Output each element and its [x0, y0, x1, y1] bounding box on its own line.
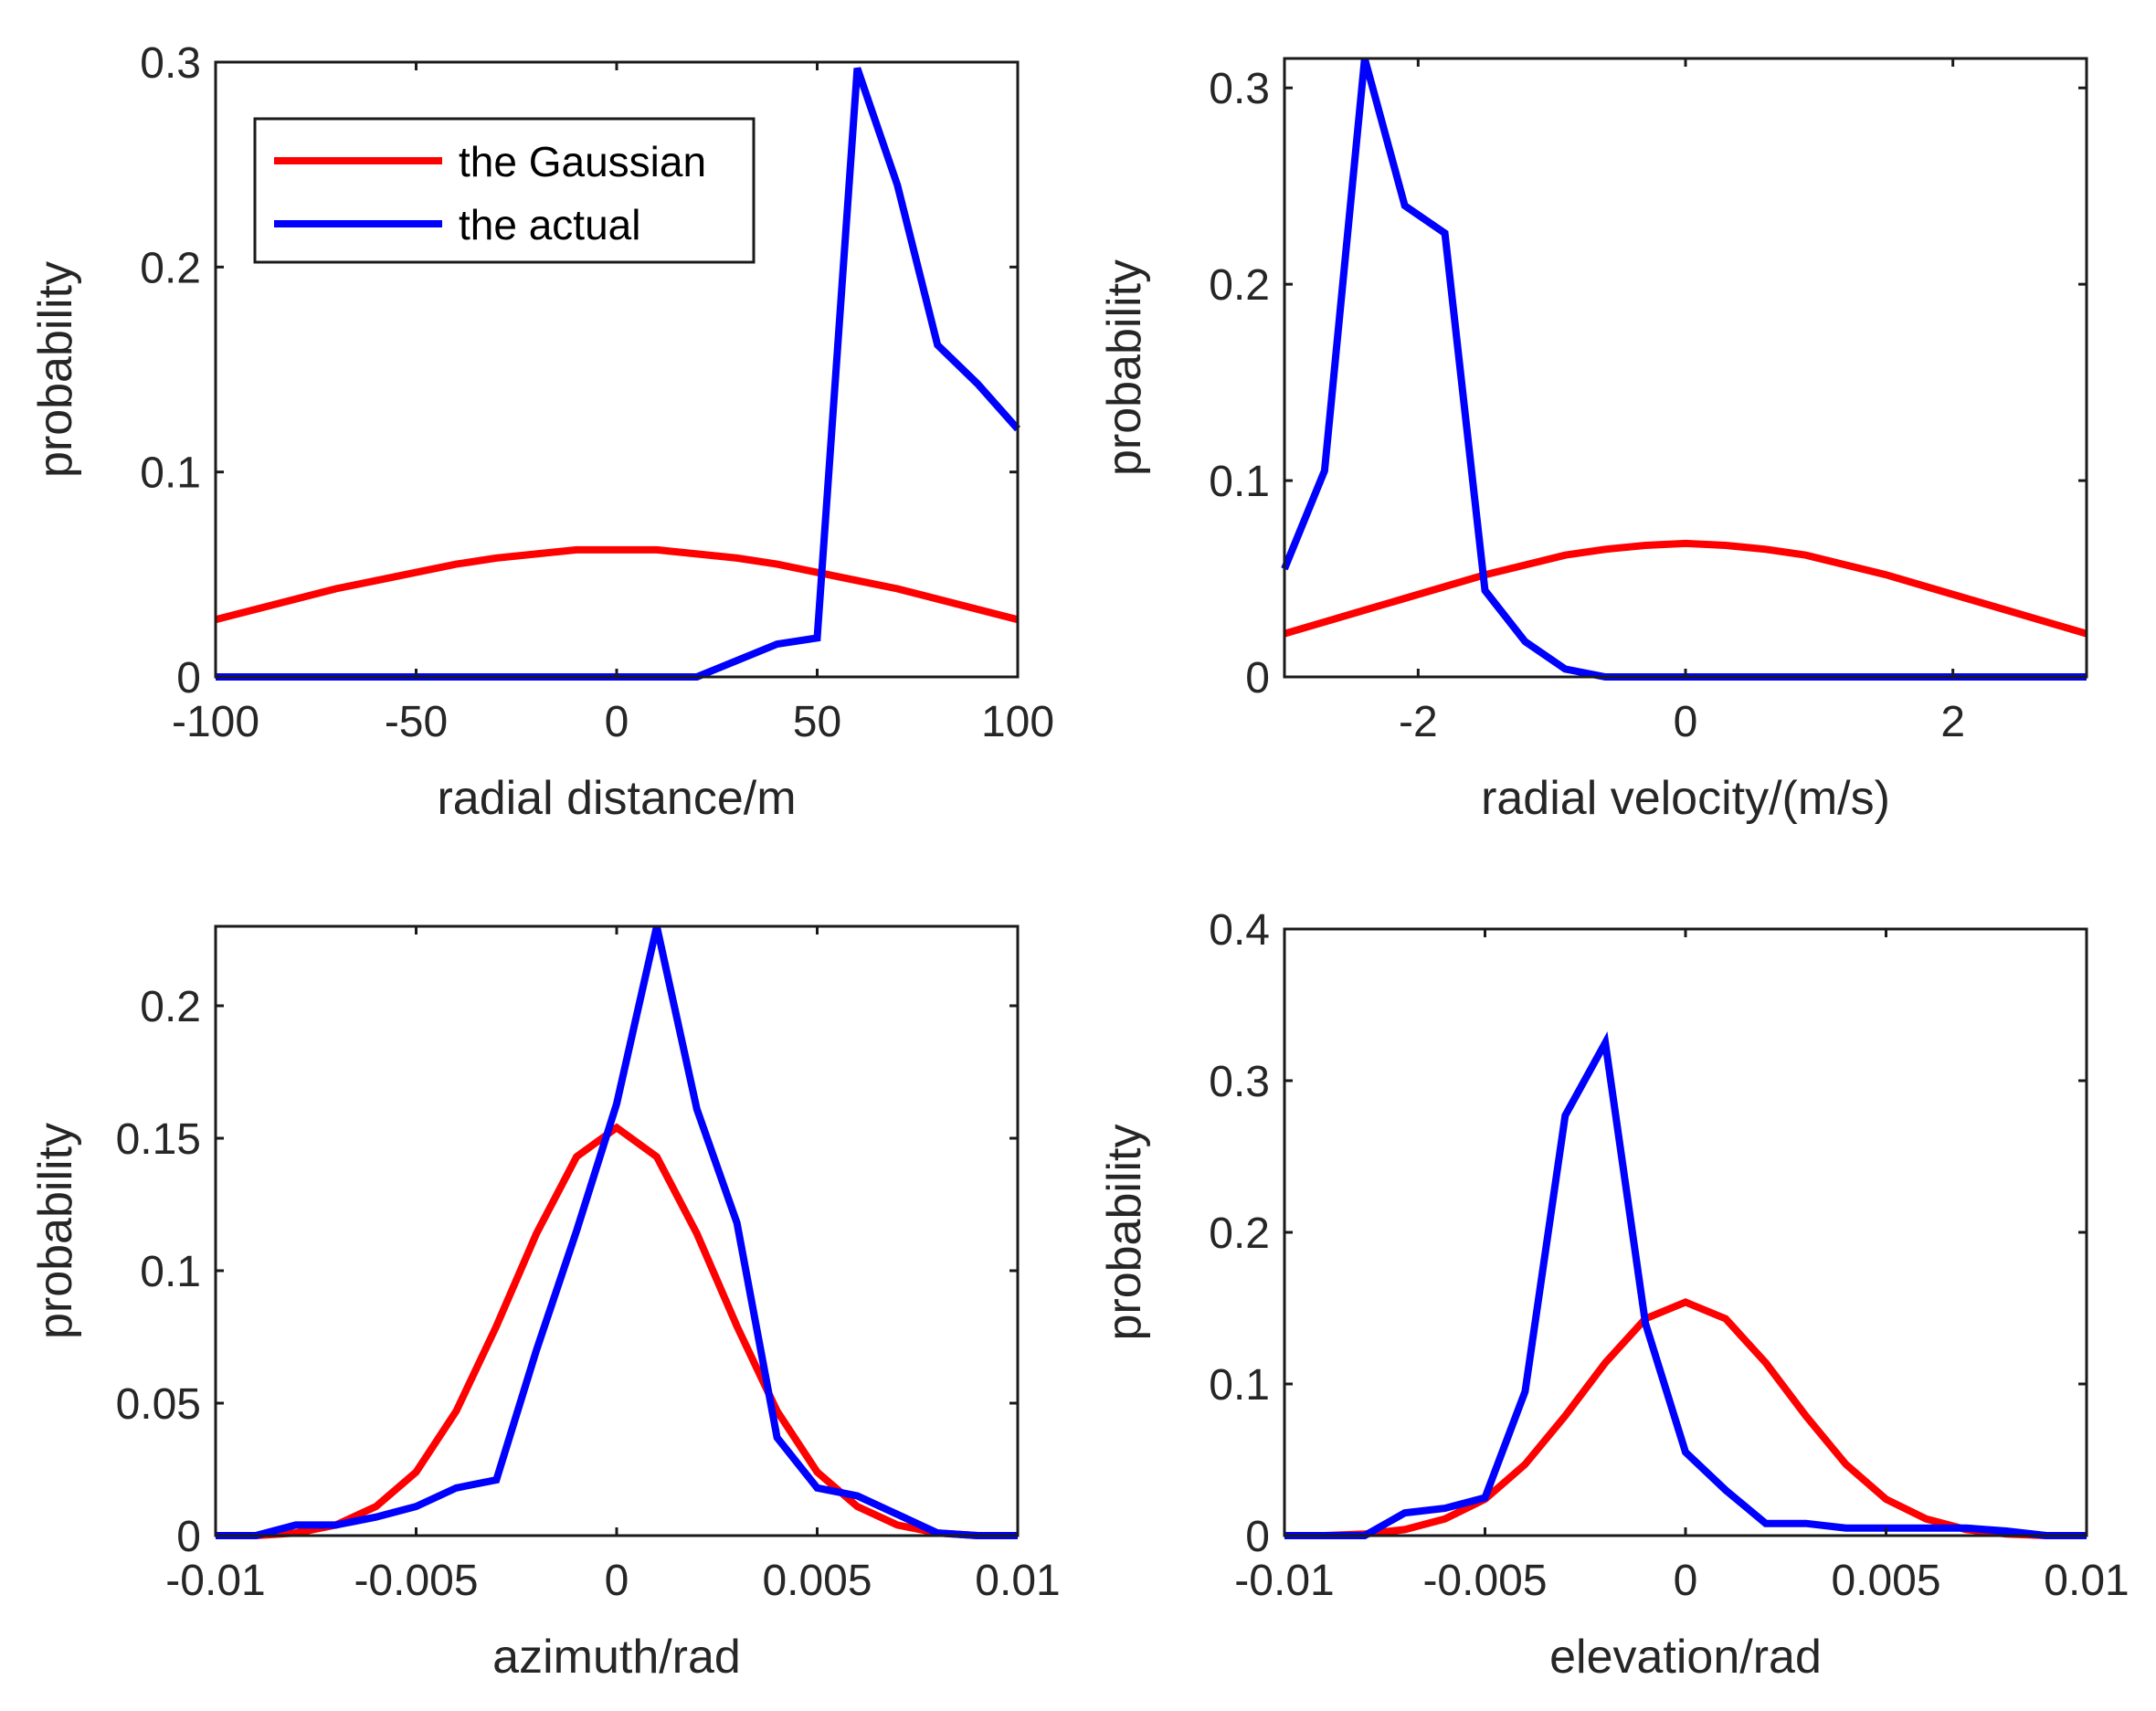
actual-line [216, 925, 1018, 1539]
x-tick-label: -2 [1399, 698, 1438, 746]
chart-panel-4: -0.01 -0.005 0 0.005 0.01 0 0.1 0.2 0.3 0.4 elevat… [1098, 906, 2130, 1684]
x-tick-label: 0 [1674, 1557, 1698, 1605]
y-axis-title: probability [1098, 1124, 1151, 1340]
y-tick-label: 0.05 [116, 1380, 201, 1429]
x-axis-title: elevation/rad [1549, 1631, 1822, 1684]
x-tick-label: 0.01 [2044, 1557, 2129, 1605]
x-tick-label: 0 [605, 1557, 629, 1605]
y-tick-label: 0.1 [1209, 458, 1270, 506]
legend-label-actual: the actual [459, 201, 640, 248]
y-tick-label: 0.15 [116, 1115, 201, 1164]
gaussian-line [216, 1123, 1018, 1539]
x-tick-label: 0.005 [1831, 1557, 1940, 1605]
y-axis-title: probability [29, 261, 82, 478]
x-tick-label: -0.01 [1234, 1557, 1334, 1605]
gaussian-line [1284, 1298, 2087, 1539]
y-tick-label: 0.4 [1209, 906, 1270, 955]
x-axis-title: azimuth/rad [492, 1631, 741, 1684]
y-tick-label: 0 [176, 1513, 201, 1561]
legend: the Gaussian the actual [253, 117, 756, 264]
x-tick-label: 0.01 [975, 1557, 1060, 1605]
x-tick-label: 0 [605, 698, 629, 746]
y-tick-label: 0.1 [1209, 1361, 1270, 1410]
y-tick-label: 0 [1245, 654, 1270, 702]
y-tick-label: 0.2 [1209, 261, 1270, 310]
y-tick-label: 0.2 [140, 983, 201, 1031]
y-axis-title: probability [29, 1123, 82, 1339]
actual-line [1284, 1031, 2087, 1539]
y-tick-label: 0.1 [140, 449, 201, 498]
legend-box [253, 117, 756, 264]
y-tick-label: 0.3 [1209, 1058, 1270, 1106]
x-tick-label: -0.005 [354, 1557, 478, 1605]
x-tick-label: -0.005 [1422, 1557, 1547, 1605]
y-tick-label: 0.3 [140, 39, 201, 88]
x-tick-label: -50 [385, 698, 448, 746]
y-tick-label: 0 [176, 654, 201, 702]
chart-panel-2: -2 0 2 0 0.1 0.2 0.3 radial velocity/(m/s) proba… [1098, 57, 2088, 825]
y-tick-label: 0.2 [140, 244, 201, 292]
axes-frame [1283, 57, 2088, 679]
legend-label-gaussian: the Gaussian [459, 138, 706, 185]
y-tick-label: 0.2 [1209, 1209, 1270, 1258]
chart-panel-3: -0.01 -0.005 0 0.005 0.01 0 0.05 0.1 0.15 0.2 azim… [29, 924, 1061, 1684]
x-tick-label: 50 [793, 698, 841, 746]
x-tick-label: 100 [981, 698, 1054, 746]
gaussian-line [215, 545, 1019, 624]
axes-frame [214, 924, 1020, 1537]
y-tick-label: 0.3 [1209, 65, 1270, 113]
x-tick-label: -100 [172, 698, 259, 746]
gaussian-line [1283, 539, 2088, 638]
x-tick-label: 2 [1940, 698, 1965, 746]
x-tick-label: -0.01 [165, 1557, 265, 1605]
y-axis-title: probability [1098, 259, 1151, 476]
x-axis-title: radial velocity/(m/s) [1481, 772, 1890, 825]
x-tick-label: 0.005 [762, 1557, 872, 1605]
actual-line [1281, 57, 2087, 681]
y-tick-label: 0.1 [140, 1248, 201, 1296]
panels: -100 -50 0 50 100 0 0.1 0.2 0.3 radial distance/m… [29, 39, 2130, 1684]
y-tick-label: 0 [1245, 1513, 1270, 1561]
x-axis-title: radial distance/m [437, 772, 796, 825]
x-tick-label: 0 [1674, 698, 1698, 746]
chart-panel-1: -100 -50 0 50 100 0 0.1 0.2 0.3 radial distance/m… [29, 39, 1054, 825]
